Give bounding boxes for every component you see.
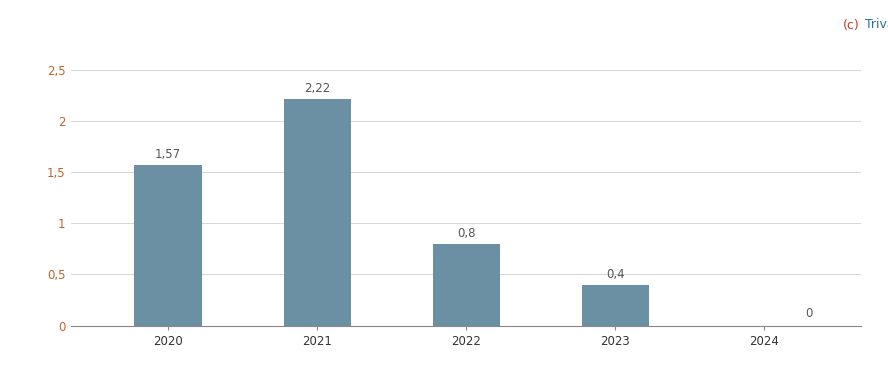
Bar	[582, 285, 649, 326]
Bar	[432, 244, 500, 326]
Text: 0,4: 0,4	[606, 268, 624, 280]
Text: 2,22: 2,22	[304, 81, 330, 94]
Text: 0,8: 0,8	[457, 227, 475, 240]
Text: Trivano.com: Trivano.com	[861, 18, 888, 31]
Text: 0: 0	[805, 307, 813, 320]
Bar	[134, 165, 202, 326]
Text: (c): (c)	[843, 18, 860, 31]
Bar	[283, 98, 351, 326]
Text: 1,57: 1,57	[155, 148, 181, 161]
